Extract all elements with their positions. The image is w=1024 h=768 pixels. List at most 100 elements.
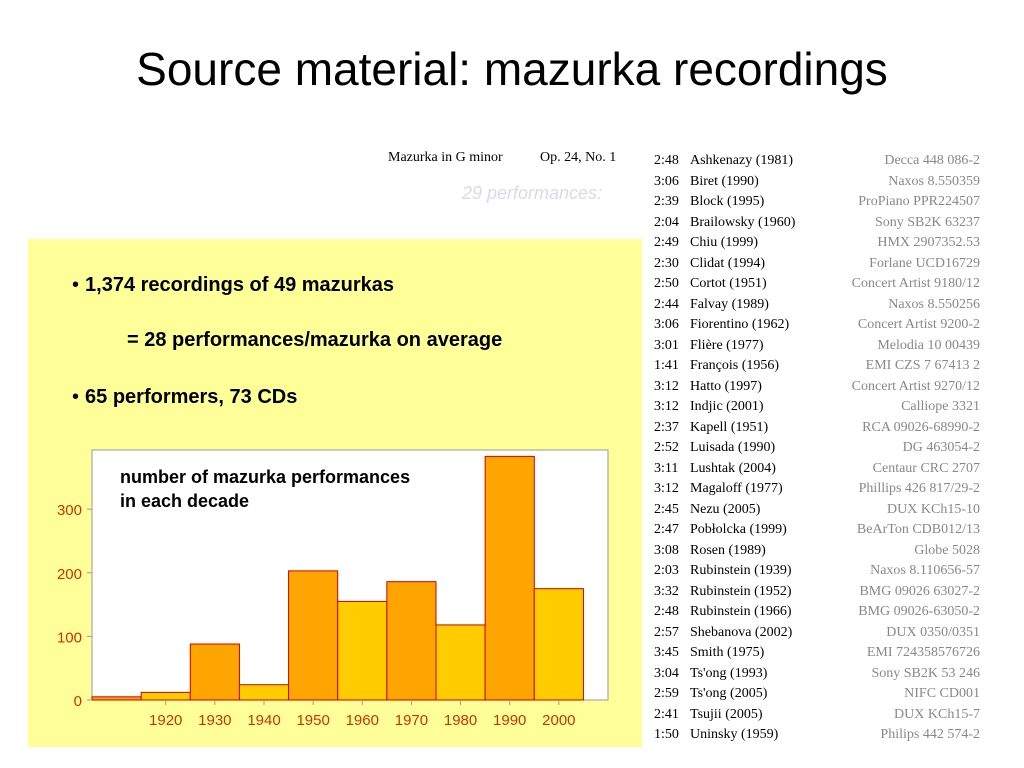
bullet-performers-text: 65 performers, 73 CDs: [85, 386, 298, 408]
recording-time: 3:12: [654, 378, 679, 394]
recording-label: Sony SB2K 53 246: [871, 665, 980, 681]
recording-label: Phillips 426 817/29-2: [858, 481, 980, 496]
recording-time: 2:49: [654, 235, 679, 250]
slide-title: Source material: mazurka recordings: [136, 43, 888, 95]
recording-performer: Ts'ong (1993): [690, 665, 768, 681]
recording-time: 1:50: [654, 727, 679, 742]
recording-label: Philips 442 574-2: [880, 727, 980, 742]
recording-time: 2:59: [654, 686, 679, 701]
recording-performer: Rubinstein (1966): [690, 604, 792, 619]
recording-row: 2:48 Ashkenazy (1981) Decca 448 086-2: [654, 151, 980, 172]
recording-row: 3:45 Smith (1975) EMI 724358576726: [654, 643, 980, 664]
recording-row: 3:11 Lushtak (2004) Centaur CRC 2707: [654, 459, 980, 480]
recording-performer: Hatto (1997): [690, 378, 762, 394]
histogram-bar: [91, 696, 142, 701]
recording-time: 1:41: [654, 358, 679, 373]
recording-time: 3:04: [654, 665, 679, 681]
recording-label: BMG 09026 63027-2: [859, 583, 980, 599]
recording-performer: Pobłolcka (1999): [690, 522, 787, 537]
x-tick-label: 2000: [542, 712, 575, 729]
recording-label: DG 463054-2: [902, 440, 980, 455]
recording-label: Naxos 8.550256: [888, 296, 980, 312]
recording-label: Sony SB2K 63237: [874, 214, 980, 230]
histogram-bar: [386, 581, 437, 701]
recording-label: Forlane UCD16729: [869, 255, 980, 271]
recording-label: RCA 09026-68990-2: [862, 419, 980, 435]
recording-row: 2:57 Shebanova (2002) DUX 0350/0351: [654, 623, 980, 644]
recording-label: Melodia 10 00439: [877, 337, 980, 353]
recording-performer: Chiu (1999): [690, 235, 759, 250]
recording-performer: Block (1995): [690, 194, 765, 209]
recording-row: 3:08 Rosen (1989) Globe 5028: [654, 541, 980, 562]
recording-time: 2:04: [654, 214, 679, 230]
recording-time: 3:08: [654, 542, 679, 558]
chart-title: number of mazurka performances in each d…: [120, 465, 410, 513]
x-tick-label: 1930: [198, 712, 231, 729]
recording-row: 2:52 Luisada (1990) DG 463054-2: [654, 438, 980, 459]
recording-time: 3:32: [654, 583, 679, 599]
recording-row: 1:50 Uninsky (1959) Philips 442 574-2: [654, 725, 980, 746]
recording-performer: Nezu (2005): [690, 501, 761, 517]
recording-time: 2:45: [654, 501, 679, 517]
recording-label: Naxos 8.550359: [888, 173, 980, 189]
recording-label: Naxos 8.110656-57: [870, 563, 980, 578]
recording-performer: Clidat (1994): [690, 255, 766, 271]
recording-performer: Shebanova (2002): [690, 624, 793, 640]
recording-performer: Tsujii (2005): [690, 706, 763, 722]
recording-time: 3:06: [654, 317, 679, 332]
recording-row: 3:06 Fiorentino (1962) Concert Artist 9200…: [654, 315, 980, 336]
bullet-recordings: • 1,374 recordings of 49 mazurkas: [72, 274, 394, 297]
recording-time: 2:48: [654, 153, 679, 168]
recording-time: 2:37: [654, 419, 679, 435]
recording-time: 3:01: [654, 337, 679, 353]
recording-time: 2:50: [654, 276, 679, 291]
recording-performer: Ashkenazy (1981): [690, 153, 794, 168]
recording-row: 2:03 Rubinstein (1939) Naxos 8.110656-57: [654, 561, 980, 582]
recording-performer: Smith (1975): [690, 645, 765, 660]
recording-performer: Lushtak (2004): [690, 460, 776, 476]
recording-label: Concert Artist 9180/12: [851, 276, 980, 291]
recording-performer: Fiorentino (1962): [690, 317, 790, 332]
histogram-bar: [189, 643, 240, 701]
recordings-list: 2:48 Ashkenazy (1981) Decca 448 086-2 3:06 B…: [654, 151, 980, 746]
recording-row: 2:39 Block (1995) ProPiano PPR224507: [654, 192, 980, 213]
recording-performer: François (1956): [690, 358, 780, 373]
recording-row: 3:01 Flière (1977) Melodia 10 00439: [654, 336, 980, 357]
recording-performer: Luisada (1990): [690, 440, 776, 455]
recording-row: 1:41 François (1956) EMI CZS 7 67413 2: [654, 356, 980, 377]
recording-label: Decca 448 086-2: [884, 153, 980, 168]
recording-label: ProPiano PPR224507: [858, 194, 980, 209]
recording-time: 2:48: [654, 604, 679, 619]
recording-row: 2:44 Falvay (1989) Naxos 8.550256: [654, 295, 980, 316]
bullet-average: = 28 performances/mazurka on average: [127, 329, 502, 352]
bullet-dot: •: [72, 386, 80, 408]
recording-performer: Biret (1990): [690, 173, 759, 189]
x-tick-label: 1990: [493, 712, 526, 729]
histogram-bar: [288, 570, 339, 701]
recording-time: 3:11: [654, 460, 679, 476]
recording-time: 2:47: [654, 522, 679, 537]
x-tick-label: 1970: [395, 712, 428, 729]
recording-row: 2:30 Clidat (1994) Forlane UCD16729: [654, 254, 980, 275]
recording-row: 2:41 Tsujii (2005) DUX KCh15-7: [654, 705, 980, 726]
recording-time: 3:12: [654, 399, 679, 414]
recording-performer: Uninsky (1959): [690, 727, 779, 742]
recording-performer: Magaloff (1977): [690, 481, 783, 496]
recording-time: 2:44: [654, 296, 679, 312]
recording-label: DUX KCh15-10: [887, 501, 980, 517]
piece-opus: Op. 24, No. 1: [540, 150, 617, 165]
recording-time: 2:41: [654, 706, 679, 722]
recording-row: 3:12 Magaloff (1977) Phillips 426 817/29-2: [654, 479, 980, 500]
recording-performer: Indjic (2001): [690, 399, 764, 414]
recording-label: Globe 5028: [914, 542, 980, 558]
recording-time: 3:45: [654, 645, 679, 660]
recording-row: 2:50 Cortot (1951) Concert Artist 9180/12: [654, 274, 980, 295]
recording-row: 3:32 Rubinstein (1952) BMG 09026 63027-2: [654, 582, 980, 603]
recording-time: 2:39: [654, 194, 679, 209]
histogram-bar: [140, 691, 191, 701]
recording-row: 2:47 Pobłolcka (1999) BeArTon CDB012/13: [654, 520, 980, 541]
bullet-average-text: = 28 performances/mazurka on average: [127, 329, 503, 351]
recording-time: 2:30: [654, 255, 679, 271]
histogram-bar: [533, 588, 584, 701]
recording-label: BMG 09026-63050-2: [858, 604, 980, 619]
